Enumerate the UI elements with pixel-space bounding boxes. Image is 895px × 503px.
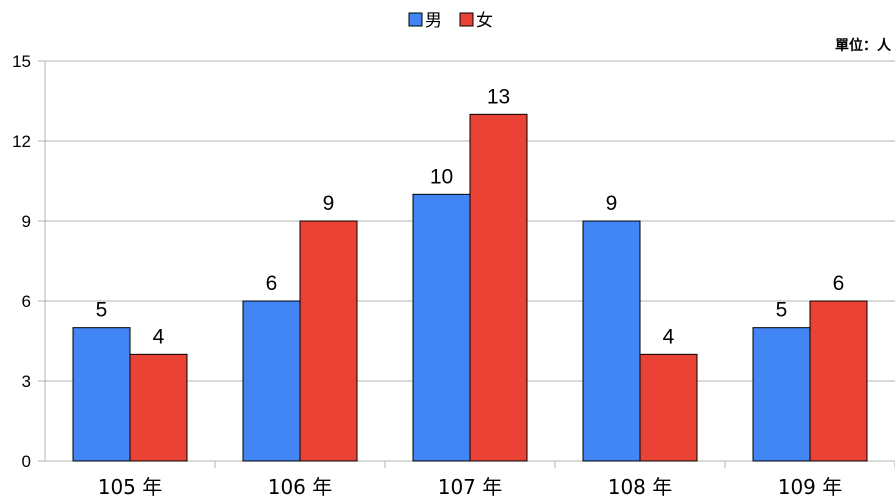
data-label: 4 — [663, 325, 675, 348]
data-label: 9 — [606, 192, 618, 215]
data-label: 5 — [96, 299, 108, 322]
legend-label-female: 女 — [476, 11, 493, 31]
bar-female — [129, 353, 188, 462]
data-label: 13 — [487, 85, 510, 108]
bar-female — [809, 300, 868, 462]
data-label: 9 — [323, 192, 335, 215]
x-tick-label: 105 年 — [98, 475, 163, 499]
data-label: 5 — [776, 299, 788, 322]
data-label: 4 — [153, 325, 165, 348]
data-labels: 5 6 10 9 5 4 9 13 4 6 — [96, 85, 845, 348]
data-label: 10 — [430, 165, 453, 188]
bar-male — [72, 327, 131, 462]
legend-label-male: 男 — [425, 11, 442, 31]
legend-swatch-female — [459, 12, 474, 27]
y-tick-label: 15 — [12, 52, 31, 71]
legend: 男 女 — [408, 11, 493, 31]
axes: 0 3 6 9 12 15 105 年 106 年 107 年 108 年 109 年 — [12, 52, 895, 499]
y-tick-label: 6 — [22, 292, 31, 311]
unit-label: 單位：人 — [835, 37, 892, 54]
bar-female — [299, 220, 358, 462]
bar-male — [582, 220, 641, 462]
legend-swatch-male — [408, 12, 423, 27]
bar-female — [469, 113, 528, 462]
x-tick-label: 108 年 — [608, 475, 673, 499]
y-tick-label: 0 — [22, 452, 31, 471]
x-tick-label: 106 年 — [268, 475, 333, 499]
bar-female — [639, 353, 698, 462]
y-tick-label: 12 — [12, 132, 31, 151]
y-tick-label: 3 — [22, 372, 31, 391]
y-tick-label: 9 — [22, 212, 31, 231]
bar-male — [752, 327, 811, 462]
bar-male — [242, 300, 301, 462]
data-label: 6 — [833, 272, 845, 295]
x-tick-label: 109 年 — [778, 475, 843, 499]
data-label: 6 — [266, 272, 278, 295]
bars — [72, 113, 868, 462]
bar-male — [412, 193, 471, 462]
x-tick-label: 107 年 — [438, 475, 503, 499]
